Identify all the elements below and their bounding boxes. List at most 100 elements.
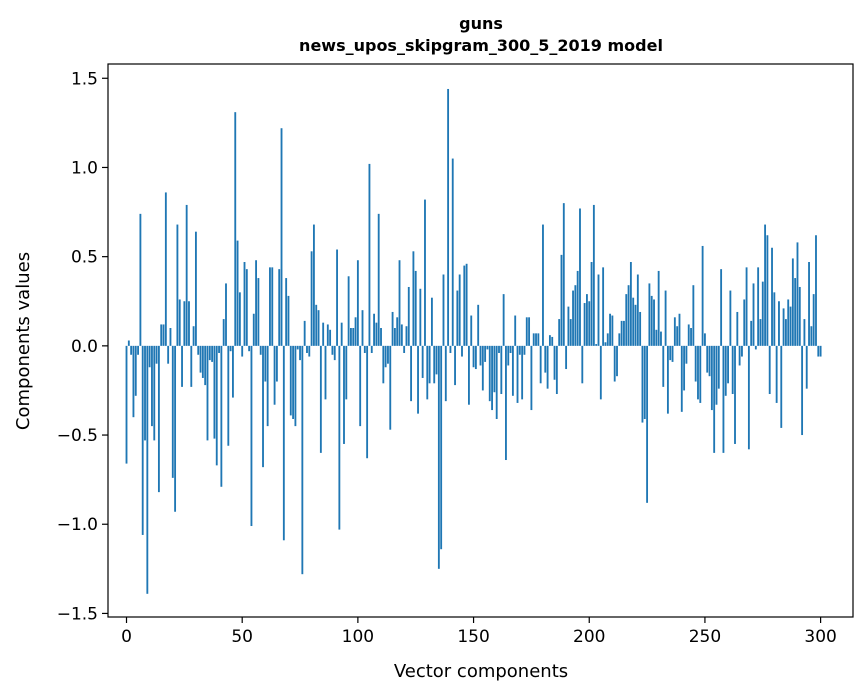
x-tick-label: 0 bbox=[121, 627, 132, 647]
bar bbox=[139, 213, 142, 346]
bar bbox=[368, 163, 371, 346]
bar bbox=[618, 333, 621, 346]
bar bbox=[238, 292, 241, 346]
bar bbox=[798, 286, 801, 346]
bar bbox=[463, 265, 466, 346]
bar bbox=[493, 345, 496, 393]
y-tick-label: 0.5 bbox=[71, 248, 98, 268]
bar bbox=[708, 345, 711, 377]
chart-subtitle: news_upos_skipgram_300_5_2019 model bbox=[299, 36, 663, 55]
bar bbox=[701, 245, 704, 346]
bar bbox=[426, 345, 429, 400]
bar bbox=[176, 224, 179, 346]
bar bbox=[213, 345, 216, 439]
bar bbox=[380, 328, 382, 346]
bar bbox=[727, 345, 729, 384]
bar bbox=[775, 345, 778, 403]
bar bbox=[498, 345, 500, 353]
bar bbox=[685, 345, 688, 364]
bar bbox=[336, 249, 338, 346]
bar bbox=[720, 269, 723, 346]
y-tick-label: −0.5 bbox=[57, 426, 98, 446]
bar bbox=[662, 345, 665, 387]
bar bbox=[569, 319, 572, 346]
bar bbox=[312, 224, 315, 346]
bar bbox=[479, 345, 482, 366]
bar bbox=[724, 345, 727, 396]
bar bbox=[225, 283, 227, 346]
bar bbox=[613, 345, 616, 382]
bar bbox=[389, 345, 392, 430]
bar bbox=[567, 306, 570, 346]
bar bbox=[525, 317, 528, 346]
bar bbox=[468, 345, 470, 405]
bar bbox=[576, 270, 579, 346]
bar bbox=[461, 345, 463, 357]
bar bbox=[227, 345, 230, 446]
bar bbox=[206, 345, 209, 441]
bar bbox=[245, 269, 248, 346]
bar bbox=[333, 345, 336, 361]
bar bbox=[354, 317, 357, 346]
bar bbox=[502, 294, 505, 346]
bar bbox=[710, 345, 713, 411]
bar bbox=[248, 345, 251, 352]
bar bbox=[815, 235, 817, 346]
bar bbox=[414, 270, 417, 346]
bar bbox=[581, 345, 584, 384]
bar bbox=[509, 345, 512, 353]
y-tick-label: −1.0 bbox=[57, 515, 98, 535]
bar bbox=[713, 345, 716, 453]
bar bbox=[784, 319, 787, 346]
bar bbox=[151, 345, 153, 427]
bar bbox=[234, 112, 237, 346]
bar bbox=[153, 345, 156, 441]
bar bbox=[296, 345, 299, 350]
bar bbox=[287, 295, 290, 346]
bar bbox=[292, 345, 295, 419]
bar bbox=[294, 345, 297, 427]
bar bbox=[692, 285, 695, 346]
bar bbox=[606, 333, 609, 346]
bar bbox=[220, 345, 223, 487]
bar bbox=[796, 242, 799, 346]
bar bbox=[548, 335, 551, 346]
bar bbox=[803, 319, 806, 346]
bar bbox=[752, 283, 755, 346]
bar bbox=[623, 320, 625, 346]
bar bbox=[481, 345, 484, 391]
bar bbox=[252, 313, 255, 346]
bar bbox=[340, 322, 343, 346]
bar bbox=[801, 345, 804, 436]
bar bbox=[639, 311, 642, 346]
bar bbox=[472, 345, 475, 368]
bar bbox=[539, 345, 542, 384]
bar bbox=[435, 345, 438, 375]
bar bbox=[560, 254, 563, 346]
bar bbox=[643, 345, 646, 419]
bar bbox=[648, 283, 651, 346]
bar bbox=[579, 208, 581, 346]
bar bbox=[778, 301, 780, 346]
x-tick-label: 100 bbox=[342, 627, 374, 647]
bar bbox=[660, 331, 662, 346]
bar bbox=[625, 294, 628, 346]
bar bbox=[669, 345, 672, 361]
bar bbox=[812, 294, 815, 346]
bar bbox=[271, 267, 274, 346]
y-tick-label: 1.5 bbox=[71, 69, 98, 89]
bar bbox=[690, 328, 692, 346]
bar bbox=[782, 308, 785, 346]
bar bbox=[678, 313, 681, 346]
bar bbox=[421, 345, 424, 378]
bar bbox=[588, 301, 591, 346]
bar bbox=[375, 322, 378, 346]
bar bbox=[789, 306, 792, 346]
bar bbox=[315, 304, 318, 346]
bar bbox=[488, 345, 491, 402]
bar bbox=[236, 240, 239, 346]
bar bbox=[699, 345, 702, 403]
bar bbox=[280, 128, 283, 346]
bar bbox=[338, 345, 341, 530]
